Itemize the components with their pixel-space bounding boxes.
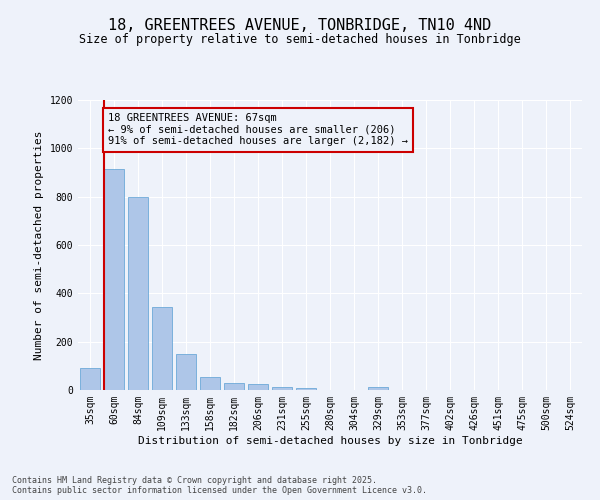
Text: Size of property relative to semi-detached houses in Tonbridge: Size of property relative to semi-detach… [79, 32, 521, 46]
Bar [128, 196, 148, 390]
Text: 18, GREENTREES AVENUE, TONBRIDGE, TN10 4ND: 18, GREENTREES AVENUE, TONBRIDGE, TN10 4… [109, 18, 491, 32]
Bar [152, 306, 172, 390]
Bar [104, 169, 124, 390]
Y-axis label: Number of semi-detached properties: Number of semi-detached properties [34, 130, 44, 360]
Bar [200, 378, 220, 390]
Bar [296, 388, 316, 390]
Text: Contains HM Land Registry data © Crown copyright and database right 2025.
Contai: Contains HM Land Registry data © Crown c… [12, 476, 427, 495]
Bar [224, 383, 244, 390]
X-axis label: Distribution of semi-detached houses by size in Tonbridge: Distribution of semi-detached houses by … [137, 436, 523, 446]
Bar [248, 384, 268, 390]
Bar [80, 368, 100, 390]
Bar [272, 387, 292, 390]
Bar [368, 386, 388, 390]
Bar [176, 354, 196, 390]
Text: 18 GREENTREES AVENUE: 67sqm
← 9% of semi-detached houses are smaller (206)
91% o: 18 GREENTREES AVENUE: 67sqm ← 9% of semi… [108, 114, 408, 146]
